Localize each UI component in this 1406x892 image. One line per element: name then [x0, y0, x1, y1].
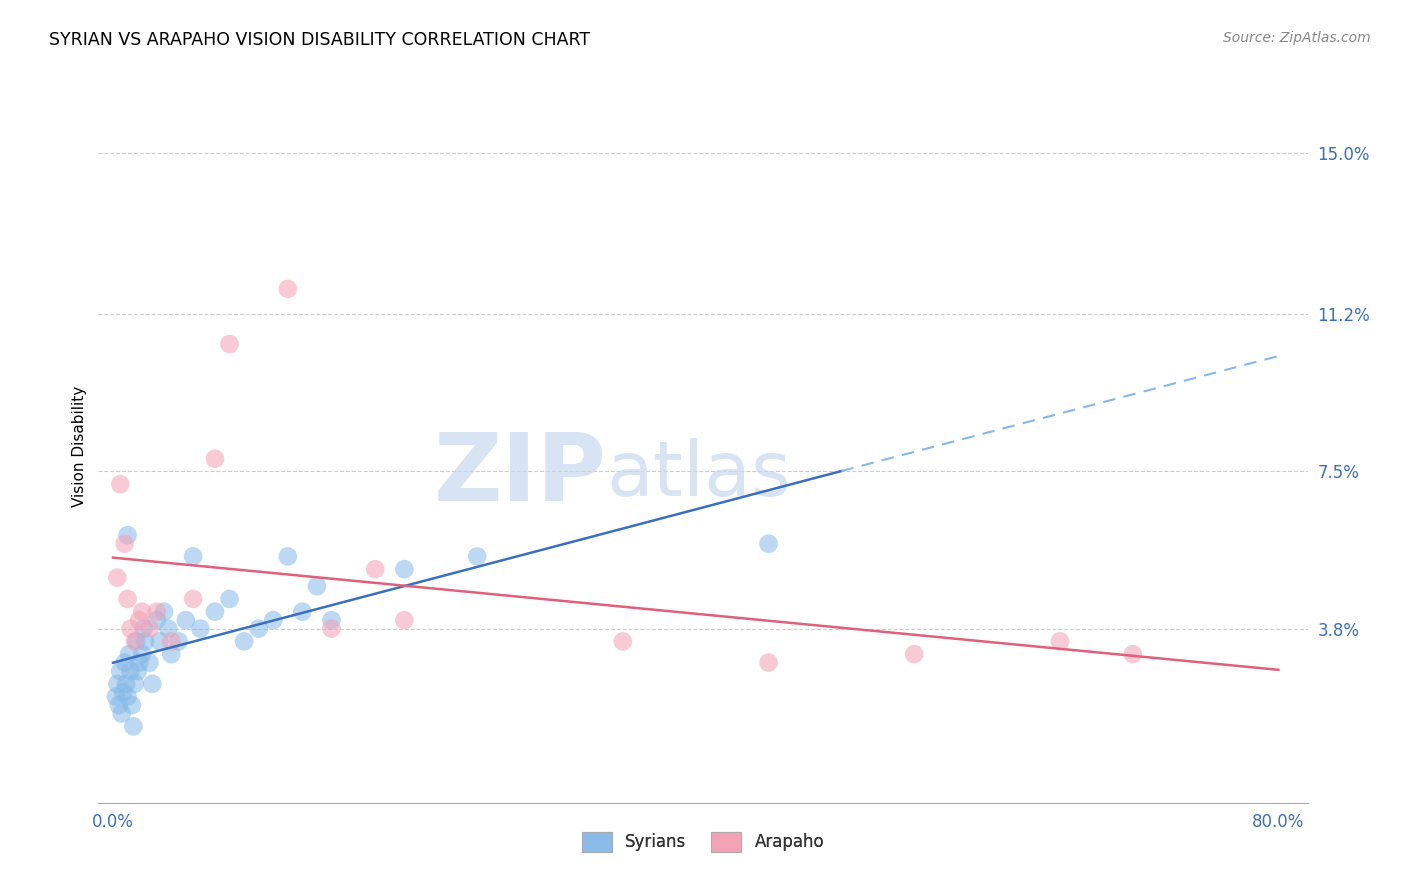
Point [181, 549, 204, 564]
Point [114, 537, 136, 551]
Point [321, 613, 343, 627]
Point [305, 579, 328, 593]
Point [174, 613, 197, 627]
Point [262, 613, 284, 627]
Point [145, 613, 167, 627]
Point [233, 634, 256, 648]
Point [104, 690, 127, 704]
Point [181, 591, 204, 606]
Point [118, 647, 141, 661]
Point [157, 622, 180, 636]
Point [204, 451, 226, 466]
Point [128, 613, 150, 627]
Text: atlas: atlas [606, 438, 792, 511]
Point [131, 605, 153, 619]
Point [134, 634, 156, 648]
Point [114, 656, 136, 670]
Point [117, 690, 139, 704]
Point [1049, 634, 1071, 648]
Point [111, 706, 134, 721]
Point [149, 634, 172, 648]
Point [128, 656, 150, 670]
Point [120, 664, 142, 678]
Point [141, 677, 163, 691]
Point [124, 677, 146, 691]
Point [153, 605, 176, 619]
Point [108, 698, 131, 712]
Point [110, 477, 132, 491]
Point [758, 656, 780, 670]
Point [218, 337, 240, 351]
Point [112, 685, 135, 699]
Point [364, 562, 387, 576]
Point [127, 664, 149, 678]
Point [218, 591, 240, 606]
Point [1122, 647, 1144, 661]
Point [903, 647, 925, 661]
Point [115, 677, 138, 691]
Y-axis label: Vision Disability: Vision Disability [72, 385, 87, 507]
Point [612, 634, 634, 648]
Point [167, 634, 190, 648]
Point [758, 537, 780, 551]
Point [160, 647, 183, 661]
Point [110, 664, 132, 678]
Text: ZIP: ZIP [433, 428, 606, 521]
Point [465, 549, 488, 564]
Point [277, 282, 299, 296]
Point [132, 622, 155, 636]
Point [204, 605, 226, 619]
Point [122, 719, 145, 733]
Point [117, 528, 139, 542]
Point [138, 622, 160, 636]
Point [105, 571, 128, 585]
Point [131, 647, 153, 661]
Legend: Syrians, Arapaho: Syrians, Arapaho [575, 825, 831, 859]
Text: SYRIAN VS ARAPAHO VISION DISABILITY CORRELATION CHART: SYRIAN VS ARAPAHO VISION DISABILITY CORR… [49, 31, 591, 49]
Point [121, 698, 143, 712]
Point [190, 622, 212, 636]
Point [125, 634, 148, 648]
Point [394, 562, 416, 576]
Point [291, 605, 314, 619]
Point [120, 622, 142, 636]
Point [105, 677, 128, 691]
Point [117, 591, 139, 606]
Point [321, 622, 343, 636]
Text: Source: ZipAtlas.com: Source: ZipAtlas.com [1223, 31, 1371, 45]
Point [277, 549, 299, 564]
Point [138, 656, 160, 670]
Point [145, 605, 167, 619]
Point [247, 622, 270, 636]
Point [160, 634, 183, 648]
Point [394, 613, 416, 627]
Point [124, 634, 146, 648]
